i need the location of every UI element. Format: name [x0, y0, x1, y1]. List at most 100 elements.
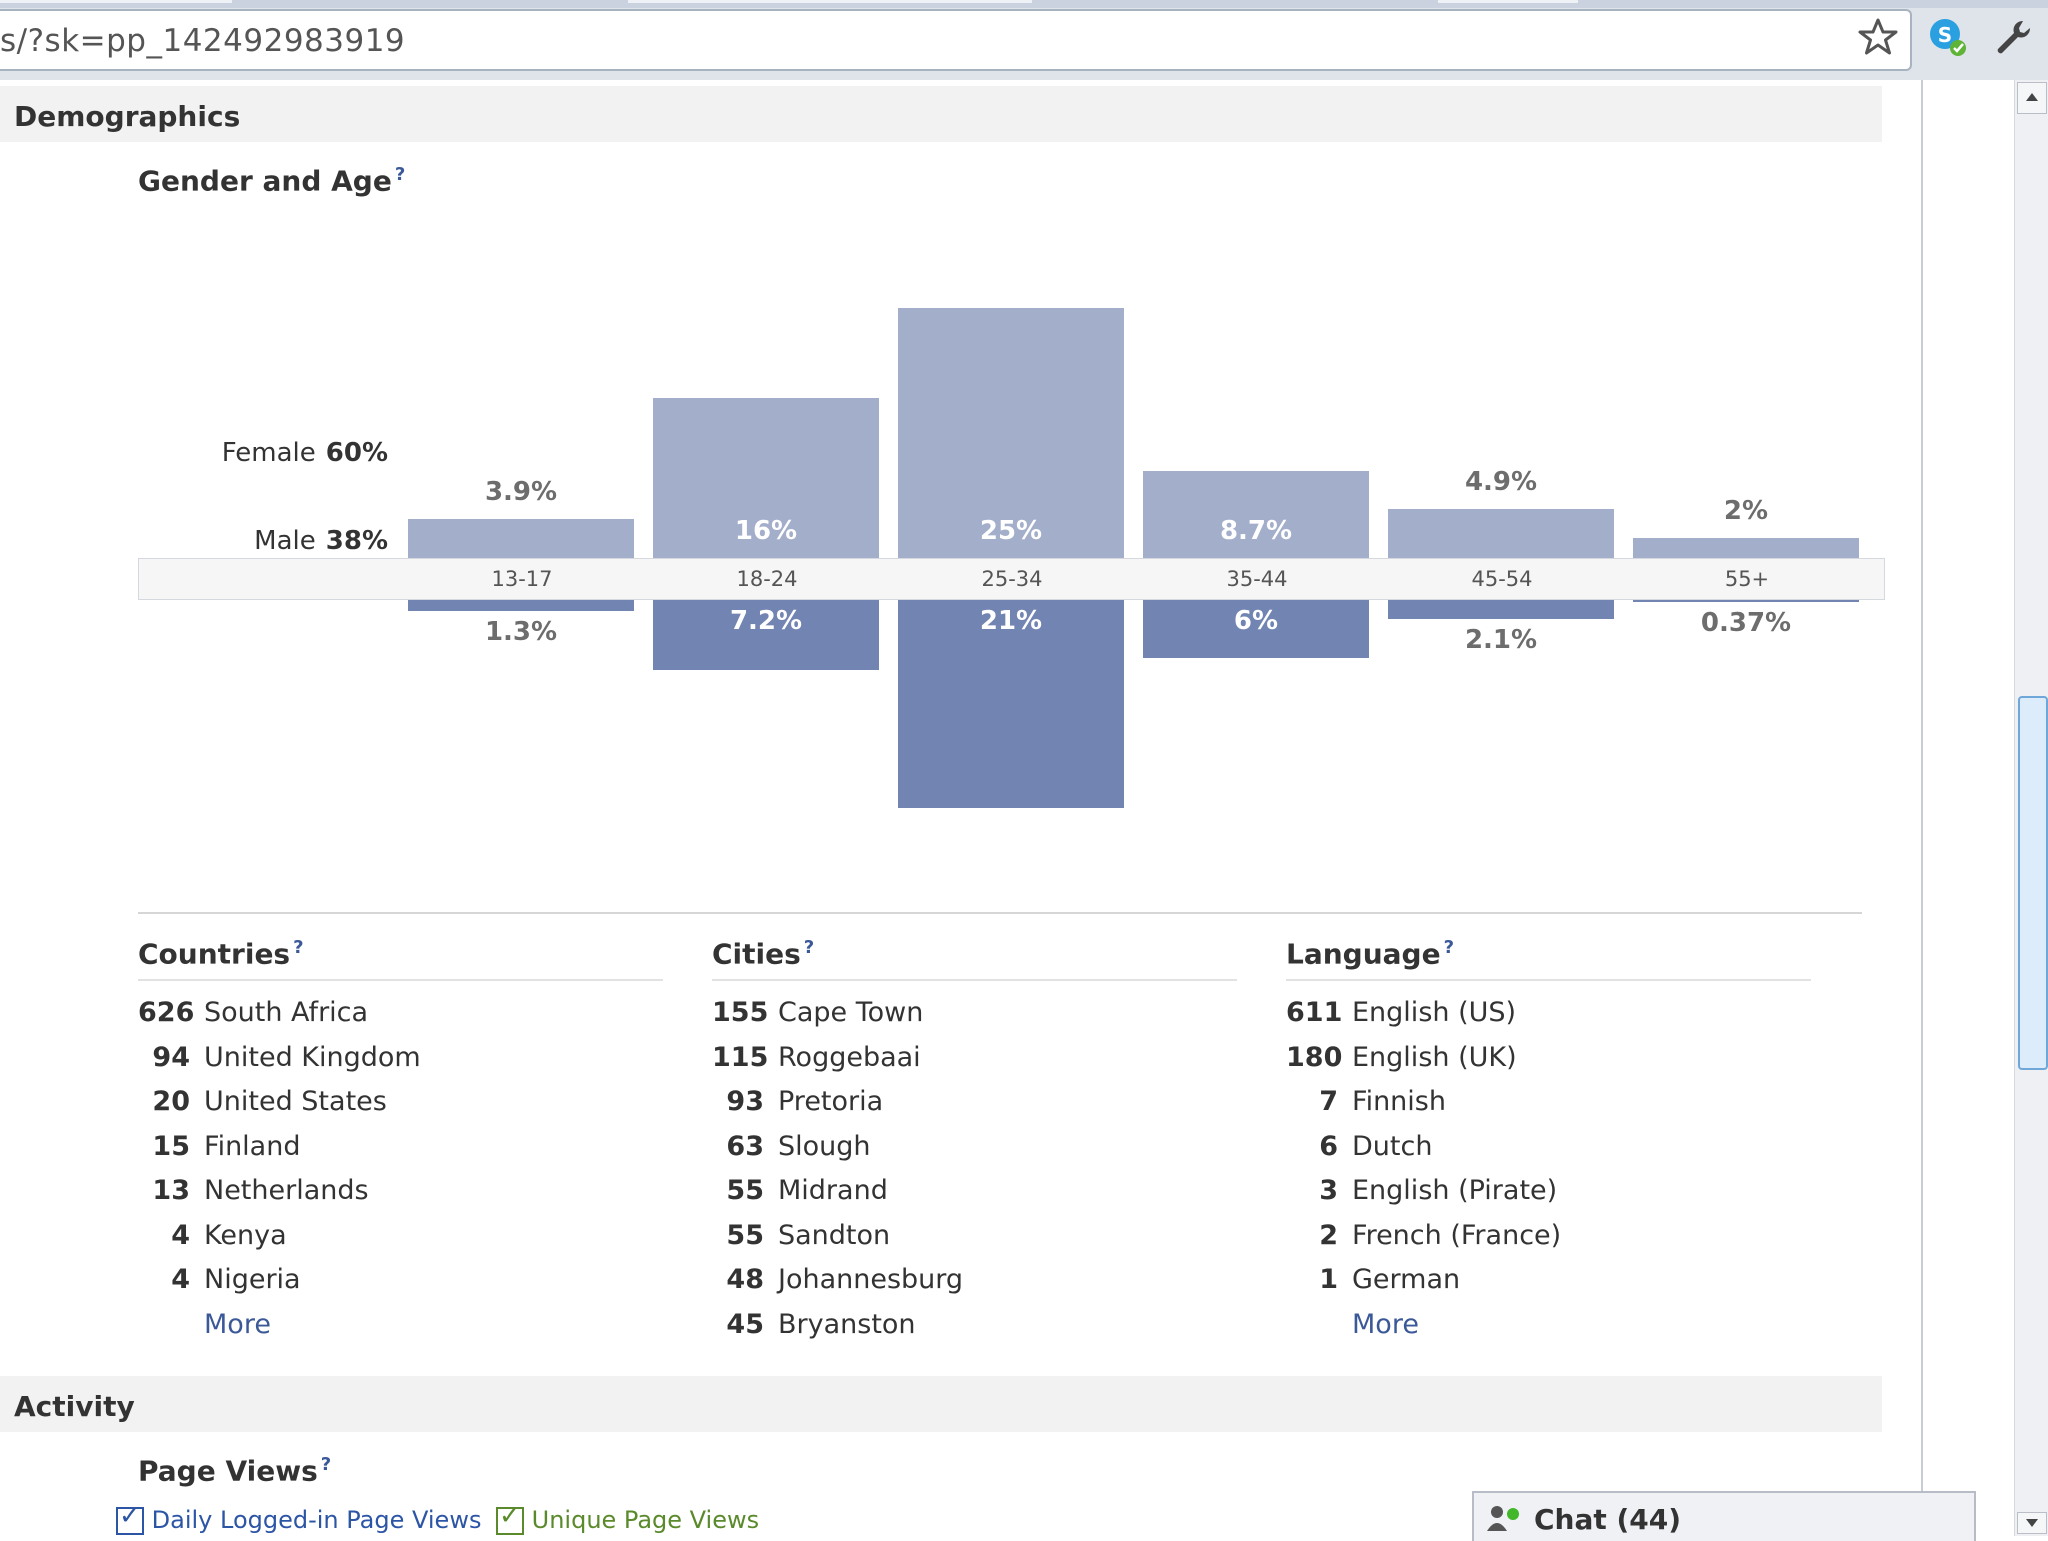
wrench-icon[interactable]	[1993, 16, 2035, 58]
male-bar[interactable]	[1143, 598, 1369, 658]
list-item: 611 English (US)	[1286, 997, 1811, 1042]
female-bar[interactable]	[408, 519, 634, 558]
activity-header: Activity	[0, 1376, 1882, 1432]
list-item-count: 3	[1319, 1175, 1338, 1206]
url-text[interactable]: s/?sk=pp_142492983919	[0, 23, 406, 59]
male-value-label: 0.37%	[1700, 608, 1792, 638]
legend-label[interactable]: Daily Logged-in Page Views	[151, 1506, 482, 1534]
list-item-count: 180	[1286, 1041, 1343, 1073]
male-value-label: 1.3%	[484, 617, 558, 647]
female-bar[interactable]	[898, 308, 1124, 558]
male-bar[interactable]	[1388, 598, 1614, 619]
checkbox-checked-icon[interactable]	[116, 1501, 144, 1535]
list-item-count: 13	[152, 1175, 190, 1206]
female-label: Female	[221, 438, 316, 468]
help-link[interactable]: ?	[803, 937, 815, 958]
list-item-name: United Kingdom	[204, 1041, 421, 1073]
list-item: 115 Roggebaai	[712, 1042, 1237, 1087]
tab-edge[interactable]	[628, 0, 1032, 3]
male-bar[interactable]	[653, 598, 879, 670]
male-bar[interactable]	[898, 598, 1124, 808]
language-more-link[interactable]: More	[1352, 1308, 1419, 1340]
tab-edge[interactable]	[0, 0, 232, 3]
male-total-label: Male 38%	[133, 526, 388, 556]
list-item: 63 Slough	[712, 1131, 1237, 1176]
svg-text:S: S	[1938, 23, 1952, 47]
skype-extension-icon[interactable]: S	[1927, 16, 1969, 58]
list-item: 155 Cape Town	[712, 997, 1237, 1042]
arrow-up-icon	[2026, 93, 2038, 101]
tab-strip	[0, 0, 2048, 8]
address-bar[interactable]: s/?sk=pp_142492983919	[0, 9, 1912, 71]
female-bar[interactable]	[1143, 471, 1369, 558]
scroll-down-button[interactable]	[2017, 1512, 2047, 1534]
demographics-header: Demographics	[0, 86, 1882, 142]
male-bar[interactable]	[408, 598, 634, 611]
list-item-name: Roggebaai	[778, 1041, 921, 1073]
help-link[interactable]: ?	[293, 937, 304, 958]
chat-user-online-icon	[1487, 1506, 1519, 1531]
page-views-heading: Page Views?	[138, 1454, 331, 1487]
list-item-name: Dutch	[1352, 1130, 1433, 1162]
chat-bar[interactable]: Chat (44)	[1472, 1491, 1976, 1541]
demographics-title: Demographics	[14, 100, 241, 133]
list-item-count: 1	[1319, 1264, 1338, 1295]
help-link[interactable]: ?	[320, 1454, 332, 1475]
male-value-label: 6%	[1233, 606, 1279, 636]
list-item-count: 6	[1319, 1130, 1338, 1162]
vertical-scrollbar[interactable]	[2014, 80, 2048, 1536]
age-axis-band: 13-17 18-24 25-34 35-44 45-54 55+	[138, 558, 1885, 600]
arrow-down-icon	[2026, 1519, 2038, 1527]
countries-list: 626 South Africa 94 United Kingdom 20 United …	[138, 997, 663, 1309]
list-item: 6 Dutch	[1286, 1131, 1811, 1176]
list-item-name: Netherlands	[204, 1175, 369, 1206]
list-item-name: Finland	[204, 1130, 301, 1162]
male-percent: 38%	[325, 526, 388, 556]
list-item-name: English (US)	[1352, 997, 1517, 1028]
scroll-up-button[interactable]	[2017, 82, 2047, 114]
list-item: 94 United Kingdom	[138, 1042, 663, 1087]
list-item-name: Pretoria	[778, 1086, 884, 1117]
legend-unique-page-views[interactable]: Unique Page Views	[496, 1501, 760, 1535]
countries-more-link[interactable]: More	[204, 1308, 271, 1340]
scrollbar-thumb[interactable]	[2018, 696, 2048, 1070]
list-item: 48 Johannesburg	[712, 1264, 1237, 1309]
list-item-count: 4	[171, 1219, 190, 1251]
list-item-name: English (UK)	[1352, 1041, 1517, 1073]
list-item: 626 South Africa	[138, 997, 663, 1042]
female-bar[interactable]	[653, 398, 879, 558]
male-value-label: 2.1%	[1464, 625, 1538, 655]
list-item-count: 94	[152, 1041, 190, 1073]
list-item: 2 French (France)	[1286, 1220, 1811, 1265]
help-link[interactable]: ?	[1443, 937, 1455, 958]
female-bar[interactable]	[1388, 509, 1614, 558]
female-value-label: 3.9%	[484, 477, 558, 507]
male-label: Male	[254, 526, 316, 556]
female-bar[interactable]	[1633, 538, 1859, 558]
checkbox-checked-icon[interactable]	[496, 1501, 524, 1535]
age-range-label: 18-24	[736, 567, 798, 591]
age-range-label: 13-17	[491, 567, 553, 591]
language-title: Language	[1286, 937, 1441, 971]
female-percent: 60%	[325, 438, 388, 468]
chat-label[interactable]: Chat (44)	[1534, 1503, 1682, 1536]
list-item: 15 Finland	[138, 1131, 663, 1176]
page-views-title: Page Views	[138, 1454, 318, 1488]
list-item: 180 English (UK)	[1286, 1042, 1811, 1087]
male-bar[interactable]	[1633, 598, 1859, 602]
list-item-name: Kenya	[204, 1219, 287, 1251]
female-value-label: 2%	[1723, 496, 1769, 526]
list-item: 3 English (Pirate)	[1286, 1175, 1811, 1220]
list-item-count: 115	[712, 1041, 769, 1073]
gender-age-title: Gender and Age	[138, 164, 392, 198]
female-total-label: Female 60%	[133, 438, 388, 468]
list-item-name: South Africa	[204, 997, 369, 1028]
help-link[interactable]: ?	[394, 164, 406, 185]
list-item-count: 45	[726, 1308, 764, 1340]
legend-daily-page-views[interactable]: Daily Logged-in Page Views	[116, 1501, 482, 1535]
legend-label[interactable]: Unique Page Views	[531, 1506, 760, 1534]
tab-edge[interactable]	[1438, 0, 1578, 3]
list-item: 20 United States	[138, 1086, 663, 1131]
list-item-count: 7	[1319, 1086, 1338, 1117]
bookmark-star-icon[interactable]	[1858, 17, 1898, 57]
